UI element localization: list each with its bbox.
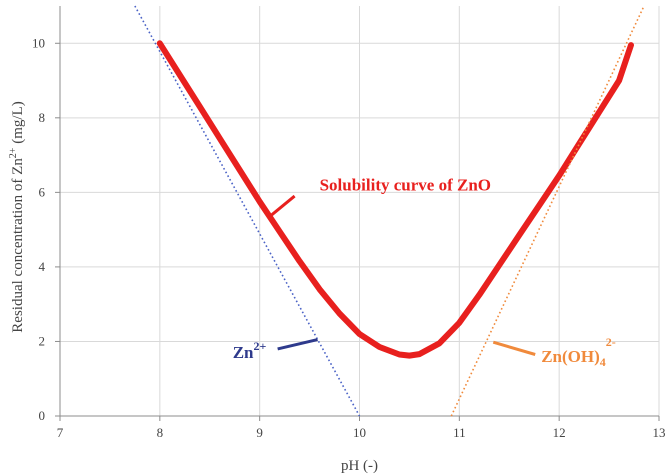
axes: 7 8 9 10 11 12 13 0 2 4 6 8 10: [32, 6, 666, 440]
y-axis-label-unit: (mg/L): [10, 101, 26, 147]
annotation-label-znoh4: Zn(OH)42-: [541, 335, 616, 369]
annotation-text-part: 4: [600, 355, 606, 369]
annotation-leader-solubility: [268, 194, 296, 218]
annotation-label-zn2plus: Zn2+: [233, 339, 267, 362]
series: [134, 5, 645, 417]
y-tick-label: 6: [39, 184, 46, 199]
x-tick-label: 12: [553, 425, 566, 440]
annotation-text-part: Zn: [233, 343, 254, 362]
annotation-text-part: Zn(OH): [541, 347, 600, 366]
annotation-leader-zn2plus: [277, 338, 318, 351]
axis-labels: pH (-) Residual concentration of Zn2+ (m…: [8, 101, 378, 474]
y-tick-label: 2: [39, 333, 46, 348]
y-axis-label-sup: 2+: [8, 147, 19, 158]
x-tick-label: 10: [353, 425, 366, 440]
annotation-label-solubility: Solubility curve of ZnO: [320, 176, 491, 195]
y-tick-label: 4: [39, 259, 46, 274]
x-axis-label: pH (-): [341, 458, 378, 474]
y-tick-label: 0: [39, 408, 46, 423]
y-tick-label: 10: [32, 35, 45, 50]
x-tick-label: 11: [453, 425, 466, 440]
x-tick-label: 8: [157, 425, 164, 440]
annotation-text-part: 2+: [254, 339, 267, 353]
annotation-text-part: 2-: [606, 335, 616, 349]
x-tick-label: 13: [653, 425, 666, 440]
y-axis-label: Residual concentration of Zn2+ (mg/L): [8, 101, 26, 332]
x-tick-label: 7: [57, 425, 64, 440]
series-line-solubility: [156, 40, 634, 359]
annotations: Solubility curve of ZnO Zn2+ Zn(OH)42-: [233, 176, 616, 369]
x-tick-label: 9: [256, 425, 263, 440]
annotation-text-part: Solubility curve of ZnO: [320, 176, 491, 195]
y-axis-label-main: Residual concentration of Zn: [10, 158, 26, 333]
annotation-leader-znoh4: [492, 340, 536, 356]
y-tick-label: 8: [39, 110, 46, 125]
